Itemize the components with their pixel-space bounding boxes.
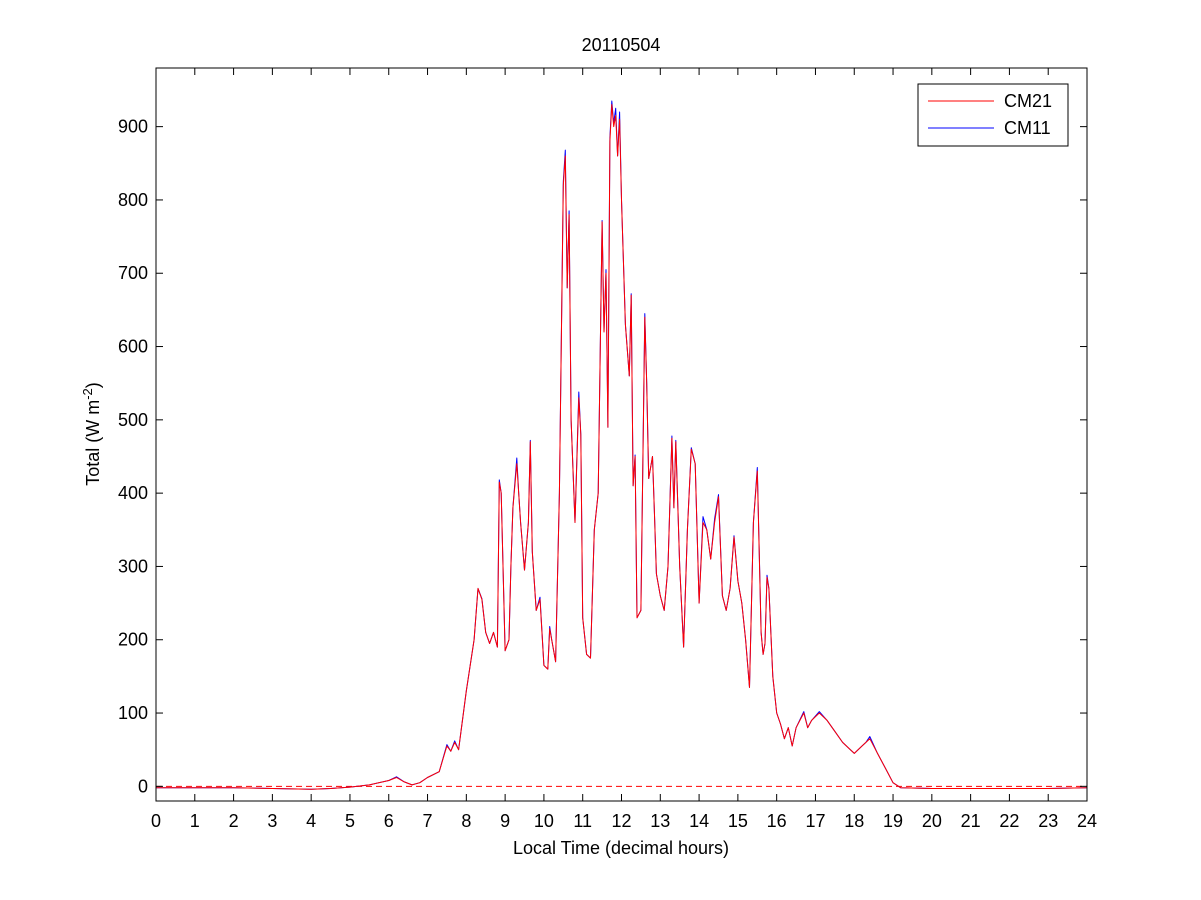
y-tick-label: 400 [118,483,148,503]
plot-area: 0 1 2 3 4 5 6 7 8 9 10 11 12 13 14 15 16 17 18 19 20 21 22 23 24… [118,67,1097,831]
x-tick-label: 6 [384,811,394,831]
y-axis-label: Total (W m-2) [80,382,103,486]
y-axis-label-main: Total (W m [83,400,103,486]
x-tick-label: 22 [999,811,1019,831]
y-axis-label-close: ) [83,382,103,388]
legend-label-cm21: CM21 [1004,91,1052,111]
y-tick-label: 700 [118,263,148,283]
x-tick-label: 13 [650,811,670,831]
y-tick-label: 200 [118,630,148,650]
x-tick-label: 18 [844,811,864,831]
y-tick-label: 800 [118,190,148,210]
x-tick-label: 15 [728,811,748,831]
x-tick-label: 20 [922,811,942,831]
y-axis-label-superscript: -2 [80,388,95,400]
legend-label-cm11: CM11 [1004,118,1051,138]
x-tick-label: 24 [1077,811,1097,831]
x-tick-label: 5 [345,811,355,831]
x-tick-label: 0 [151,811,161,831]
x-tick-label: 2 [229,811,239,831]
x-tick-label: 17 [805,811,825,831]
x-tick-label: 3 [267,811,277,831]
legend-box [917,83,1069,147]
x-tick-label: 8 [461,811,471,831]
x-tick-label: 16 [767,811,787,831]
legend: CM21 CM11 [917,83,1069,147]
series-line-cm21 [156,104,1088,790]
y-tick-label: 0 [138,776,148,796]
x-tick-label: 4 [306,811,316,831]
x-tick-label: 1 [190,811,200,831]
x-tick-label: 21 [961,811,981,831]
y-tick-label: 600 [118,337,148,357]
x-tick-label: 23 [1038,811,1058,831]
y-tick-label: 500 [118,410,148,430]
x-tick-label: 14 [689,811,709,831]
x-tick-label: 10 [534,811,554,831]
x-tick-label: 7 [423,811,433,831]
x-tick-label: 12 [611,811,631,831]
chart-title: 20110504 [582,35,661,55]
x-axis-label: Local Time (decimal hours) [513,838,729,858]
x-tick-label: 9 [500,811,510,831]
x-tick-label: 19 [883,811,903,831]
y-tick-label: 300 [118,556,148,576]
y-tick-label: 100 [118,703,148,723]
y-tick-label: 900 [118,117,148,137]
x-tick-label: 11 [573,811,592,831]
